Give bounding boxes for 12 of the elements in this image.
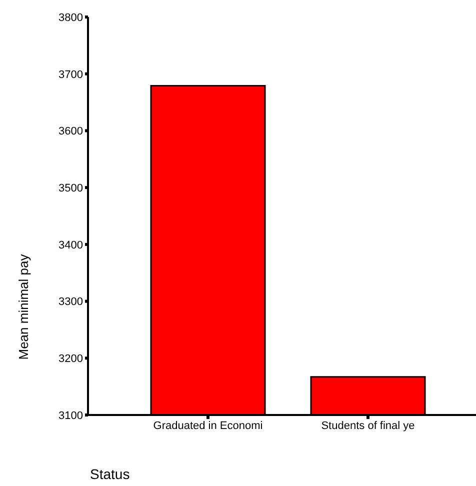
x-tick-label: Graduated in Economi	[153, 420, 263, 432]
y-tick-label: 3800	[58, 12, 83, 24]
y-axis-title: Mean minimal pay	[16, 254, 31, 360]
y-tick-label: 3700	[58, 68, 83, 81]
y-tick-label: 3400	[58, 239, 83, 252]
y-tick-label: 3300	[58, 296, 83, 308]
y-tick-label: 3500	[58, 182, 83, 194]
y-tick-label: 3200	[58, 353, 83, 366]
x-axis-title: Status	[90, 466, 130, 482]
y-tick-label: 3100	[58, 410, 83, 422]
x-tick-label: Students of final ye	[321, 420, 415, 432]
y-tick-label: 3600	[58, 126, 83, 138]
